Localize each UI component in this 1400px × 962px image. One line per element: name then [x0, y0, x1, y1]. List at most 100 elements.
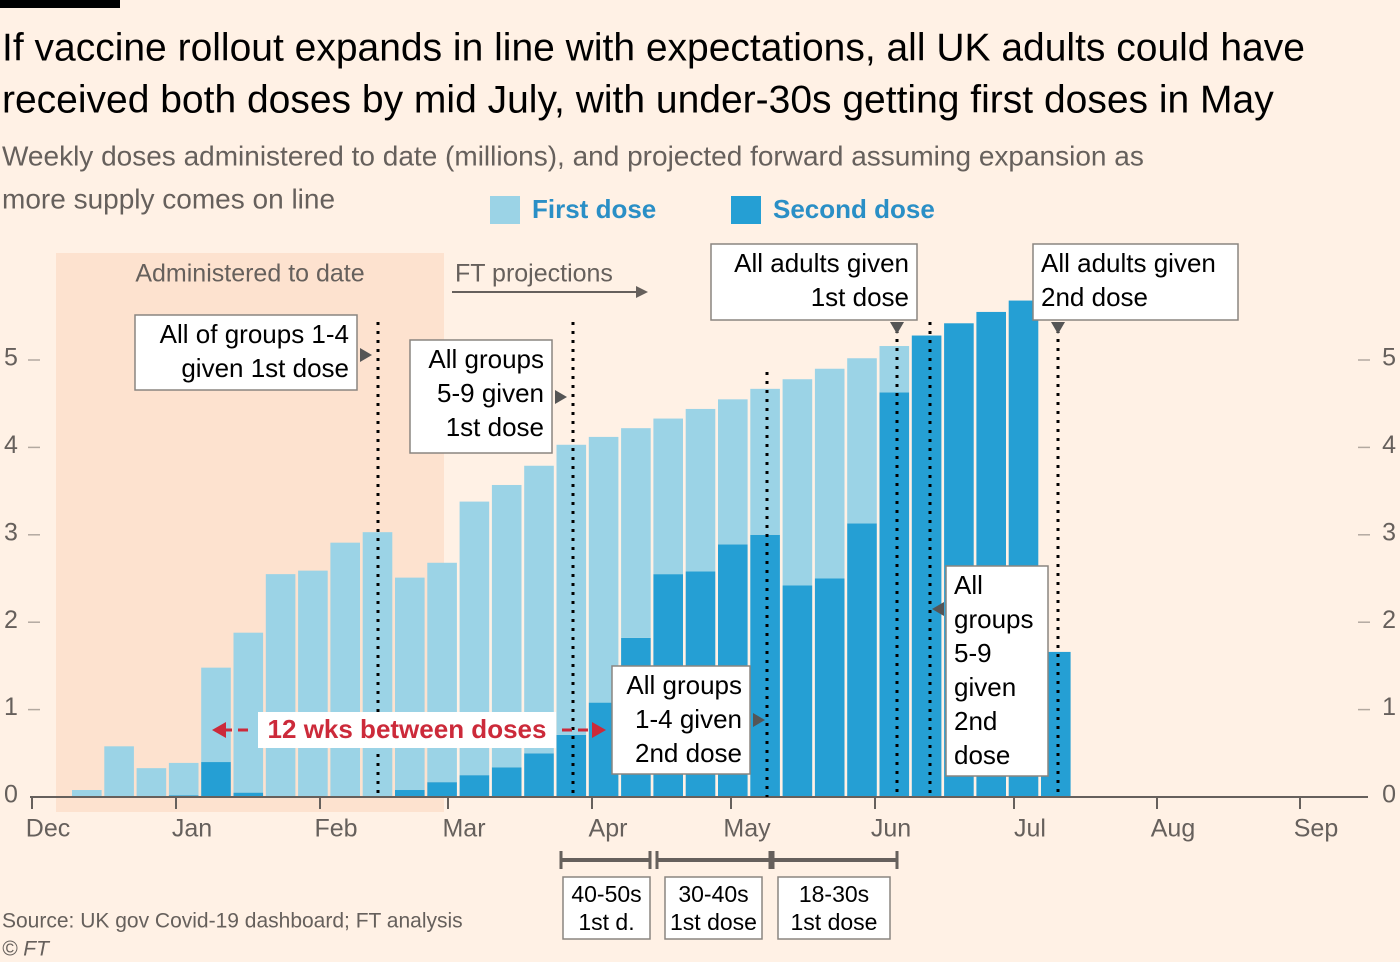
callout-box	[710, 243, 918, 321]
callout-text: 2nd dose	[635, 738, 742, 768]
legend-label: Second dose	[773, 194, 935, 224]
cohort-text: 30-40s	[678, 881, 748, 907]
y-tick-label: 0	[4, 781, 18, 809]
callout-text: All	[954, 570, 983, 600]
bar	[395, 577, 425, 791]
bar	[750, 388, 780, 535]
cohort-box	[562, 876, 651, 940]
callout-pointer	[555, 390, 567, 404]
callout-text: All adults given	[734, 248, 909, 278]
chart-subtitle: Weekly doses administered to date (milli…	[2, 140, 1144, 171]
x-tick-label: Apr	[589, 815, 628, 843]
y-tick-label-right: 0	[1382, 781, 1396, 809]
source: Source: UK gov Covid-19 dashboard; FT an…	[2, 910, 463, 933]
x-tick-label: May	[723, 815, 771, 843]
cohort-box	[777, 876, 891, 940]
bar	[653, 418, 683, 575]
callout-box	[409, 339, 553, 454]
bar	[782, 585, 813, 797]
callout-text: All groups	[428, 344, 544, 374]
bar	[879, 392, 910, 797]
bar	[136, 768, 167, 797]
callout-text: 1st dose	[811, 282, 909, 312]
bar	[911, 335, 942, 797]
x-tick-label: Sep	[1294, 815, 1338, 843]
x-tick-label: Mar	[442, 815, 485, 843]
projection-label: FT projections	[455, 260, 613, 288]
bar	[621, 428, 651, 638]
legend-swatch	[490, 196, 520, 224]
y-tick-label: 1	[4, 693, 18, 721]
callout-pointer	[890, 322, 904, 334]
bar	[847, 523, 877, 797]
gap-label: 12 wks between doses	[268, 714, 547, 744]
callout-text: 5-9 given	[437, 378, 544, 408]
bar	[718, 399, 748, 545]
callout-text: groups	[954, 604, 1034, 634]
bar	[395, 790, 425, 797]
y-tick-label-right: 5	[1382, 344, 1396, 372]
callout-box	[134, 314, 358, 391]
credit: © FT	[2, 938, 51, 961]
bar	[814, 368, 845, 579]
bar	[104, 746, 134, 797]
callout-text: dose	[954, 740, 1010, 770]
callout-text: 1st dose	[446, 412, 544, 442]
bar	[524, 753, 554, 797]
cohort-text: 1st dose	[670, 909, 757, 935]
brand-bar	[0, 0, 120, 8]
x-tick-label: Jan	[172, 815, 212, 843]
y-tick-label: 4	[4, 431, 18, 459]
callout-text: All groups	[626, 670, 742, 700]
bar	[814, 578, 845, 797]
callout-pointer	[753, 713, 765, 727]
x-tick-label: Aug	[1151, 815, 1195, 843]
bar	[233, 792, 264, 797]
bar	[201, 762, 231, 797]
x-tick-label: Dec	[26, 815, 70, 843]
y-tick-label: 2	[4, 606, 18, 634]
chart-title: received both doses by mid July, with un…	[2, 78, 1274, 121]
bar	[750, 534, 780, 797]
bar	[685, 408, 716, 572]
callout-text: given 1st dose	[181, 353, 349, 383]
bar	[168, 762, 199, 796]
bar	[72, 790, 102, 797]
chart-subtitle: more supply comes on line	[2, 183, 335, 214]
bar	[879, 346, 910, 393]
shaded-label: Administered to date	[135, 260, 364, 288]
y-tick-label: 5	[4, 344, 18, 372]
x-tick-label: Feb	[314, 815, 357, 843]
callout-pointer	[1051, 322, 1065, 334]
legend-label: First dose	[532, 194, 656, 224]
gap-label-box	[258, 712, 556, 748]
bar	[556, 734, 587, 797]
callout-box	[1032, 243, 1239, 321]
bar	[588, 436, 619, 703]
y-tick-label: 3	[4, 518, 18, 546]
x-tick-label: Jun	[871, 815, 911, 843]
callout-text: All adults given	[1041, 248, 1216, 278]
cohort-text: 1st dose	[791, 909, 878, 935]
y-tick-label-right: 1	[1382, 693, 1396, 721]
y-tick-label-right: 4	[1382, 431, 1396, 459]
cohort-box	[664, 876, 763, 940]
bar	[847, 358, 877, 524]
chart-title: If vaccine rollout expands in line with …	[2, 26, 1305, 69]
callout-text: 1-4 given	[635, 704, 742, 734]
bar	[459, 775, 490, 797]
gap-head-right	[592, 722, 606, 738]
callout-box	[945, 565, 1049, 777]
bar	[330, 542, 360, 797]
y-tick-label-right: 2	[1382, 606, 1396, 634]
callout-text: 5-9	[954, 638, 992, 668]
y-tick-label-right: 3	[1382, 518, 1396, 546]
callout-text: given	[954, 672, 1016, 702]
bar	[524, 465, 554, 754]
callout-text: 2nd	[954, 706, 997, 736]
bar	[427, 782, 457, 797]
callout-pointer	[360, 348, 372, 362]
bar	[427, 562, 457, 783]
projection-arrowhead	[636, 286, 648, 298]
